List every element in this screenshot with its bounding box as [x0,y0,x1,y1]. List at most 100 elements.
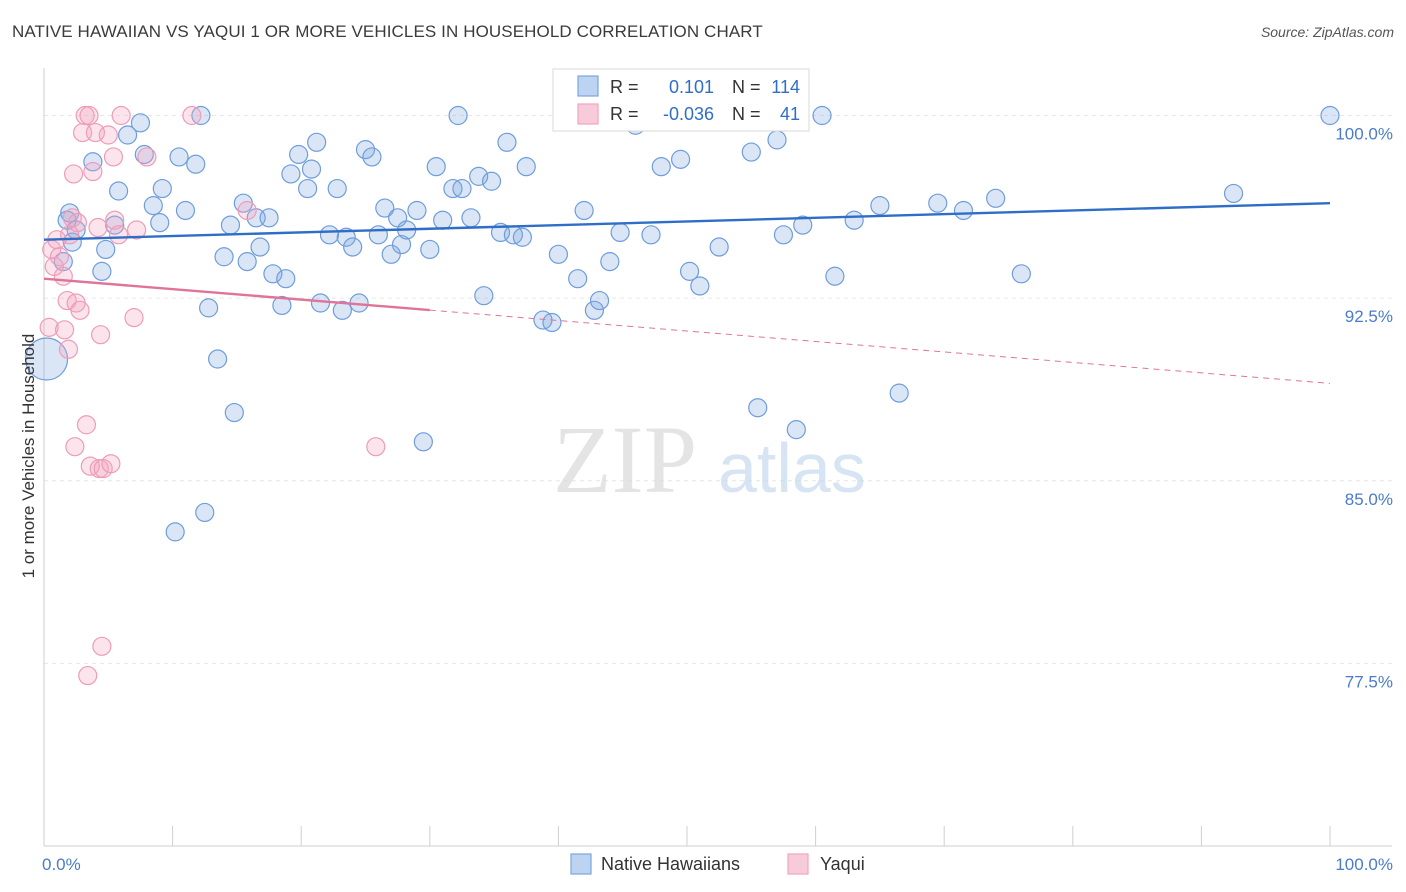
point-native-hawaiians [130,113,151,133]
point-yaqui [108,225,129,245]
point-native-hawaiians [413,432,433,452]
watermark: ZIP atlas [553,406,866,513]
point-yaqui [366,437,386,457]
point-yaqui [78,665,98,686]
data-points [24,105,1340,686]
point-native-hawaiians [542,312,562,333]
point-native-hawaiians [548,244,569,264]
point-native-hawaiians [391,234,412,255]
stats-legend: R = 0.101 N = 114 R = -0.036 N = 41 [552,68,810,132]
stats-n-value-1: 114 [771,77,800,97]
point-yaqui [58,339,79,359]
point-native-hawaiians [134,144,154,165]
point-native-hawaiians [889,383,909,403]
watermark-atlas: atlas [718,429,866,507]
point-native-hawaiians [651,157,671,177]
watermark-zip: ZIP [553,406,697,513]
y-tick-label: 77.5% [1345,672,1393,691]
stats-r-label-2: R = [610,104,639,124]
point-native-hawaiians [474,286,494,306]
point-native-hawaiians [381,244,401,264]
point-native-hawaiians [512,227,532,247]
point-native-hawaiians [281,164,301,184]
point-native-hawaiians [953,200,974,221]
point-native-hawaiians [298,178,318,199]
y-axis-label: 1 or more Vehicles in Household [19,334,38,579]
point-native-hawaiians [600,252,620,272]
point-native-hawaiians [870,196,890,216]
point-native-hawaiians [574,200,594,221]
point-yaqui [67,213,88,233]
point-native-hawaiians [289,144,309,165]
stats-swatch-pink [577,103,599,125]
point-native-hawaiians [641,225,661,245]
stats-r-label-1: R = [610,77,639,97]
point-yaqui [79,105,99,126]
point-native-hawaiians [448,105,468,126]
trend-line-native-hawaiians [43,201,1331,241]
point-native-hawaiians [143,196,163,216]
point-native-hawaiians [24,337,69,381]
point-native-hawaiians [516,157,536,177]
point-yaqui [137,147,157,167]
point-yaqui [70,300,90,320]
point-yaqui [76,415,97,435]
point-native-hawaiians [117,125,138,145]
point-native-hawaiians [237,252,257,272]
point-yaqui [90,325,111,345]
point-native-hawaiians [1320,105,1340,126]
point-native-hawaiians [610,222,630,242]
x-tick-label: 0.0% [42,855,81,874]
point-native-hawaiians [793,215,813,235]
point-yaqui [53,266,73,286]
point-native-hawaiians [420,239,440,260]
point-native-hawaiians [690,276,710,296]
point-native-hawaiians [825,266,845,286]
point-native-hawaiians [208,349,228,369]
point-native-hawaiians [568,269,588,289]
point-native-hawaiians [709,237,729,257]
point-native-hawaiians [362,147,382,167]
point-yaqui [65,437,85,457]
point-yaqui [54,320,75,340]
point-yaqui [39,317,59,337]
point-native-hawaiians [407,200,427,221]
point-native-hawaiians [307,132,327,152]
y-tick-label: 85.0% [1345,490,1393,509]
trend-line-yaqui-extension [429,309,1331,384]
legend-label-native-hawaiians: Native Hawaiians [601,854,740,874]
point-native-hawaiians [679,261,700,281]
point-native-hawaiians [214,247,234,267]
stats-n-label-1: N = [732,77,761,97]
point-native-hawaiians [301,159,322,179]
point-native-hawaiians [310,293,331,313]
legend-label-yaqui: Yaqui [820,854,865,874]
point-native-hawaiians [589,290,610,311]
point-native-hawaiians [83,152,103,172]
stats-swatch-blue [577,75,599,97]
point-native-hawaiians [332,300,352,320]
point-native-hawaiians [452,178,472,199]
point-native-hawaiians [741,142,761,162]
tick-labels: 100.0% 92.5% 85.0% 77.5% 0.0% 100.0% [42,125,1393,874]
legend-swatch-native-hawaiians [570,853,592,875]
point-native-hawaiians [1011,264,1031,284]
stats-n-value-2: 41 [780,104,800,124]
point-native-hawaiians [355,140,376,160]
point-yaqui [182,105,202,126]
point-native-hawaiians [844,210,864,230]
point-yaqui [124,308,144,328]
point-native-hawaiians [481,171,502,191]
point-native-hawaiians [584,300,605,320]
point-native-hawaiians [263,264,283,284]
stats-r-value-1: 0.101 [669,77,714,97]
point-native-hawaiians [259,208,279,228]
point-yaqui [111,105,131,126]
trend-lines [43,201,1331,384]
y-tick-label: 100.0% [1335,125,1393,144]
point-native-hawaiians [195,502,215,523]
point-native-hawaiians [368,225,388,245]
point-yaqui [49,247,70,267]
point-yaqui [105,210,125,230]
point-native-hawaiians [250,237,270,257]
